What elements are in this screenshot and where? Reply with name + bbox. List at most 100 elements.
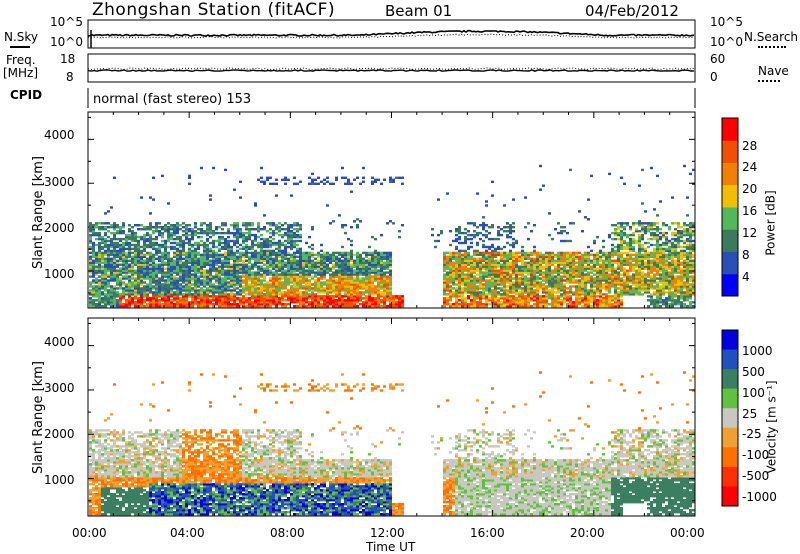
power-cell <box>272 289 275 292</box>
power-cell <box>467 251 470 255</box>
power-cell <box>314 182 317 185</box>
power-cell <box>125 299 128 302</box>
power-cell <box>161 251 164 255</box>
power-cell <box>158 251 161 255</box>
power-cell <box>206 233 209 237</box>
power-cell <box>101 245 104 249</box>
power-cell <box>242 269 245 272</box>
power-cell <box>260 287 263 290</box>
power-cell <box>113 267 116 270</box>
power-cell <box>590 253 593 257</box>
power-cell <box>353 269 356 272</box>
power-cell <box>125 273 128 276</box>
xlabel: Time UT <box>366 540 416 554</box>
power-cell <box>116 303 119 306</box>
power-cell <box>206 299 209 302</box>
power-cell <box>197 275 200 278</box>
power-cell <box>182 230 185 233</box>
power-cell <box>236 224 239 227</box>
power-cell <box>275 255 278 258</box>
power-cell <box>200 269 203 272</box>
power-cell <box>101 297 104 300</box>
power-cell <box>332 251 335 255</box>
power-cell <box>281 255 284 258</box>
velocity-ytick-1000: 1000 <box>44 473 75 487</box>
power-cell <box>128 285 131 288</box>
vel-cb-1000: 1000 <box>742 344 773 358</box>
power-cell <box>131 257 134 260</box>
power-cell <box>290 275 293 278</box>
power-cell <box>134 277 137 280</box>
power-cell <box>242 224 245 227</box>
power-cell <box>269 239 272 243</box>
power-cell <box>305 241 308 245</box>
power-cb-8: 8 <box>742 248 750 262</box>
power-cell <box>224 283 227 286</box>
power-cell <box>455 287 458 290</box>
power-cell <box>194 279 197 282</box>
power-cell <box>224 168 227 172</box>
power-cell <box>254 237 257 241</box>
power-cell <box>167 269 170 272</box>
power-cell <box>203 230 206 233</box>
power-cell <box>185 281 188 284</box>
power-cell <box>173 291 176 294</box>
power-cell <box>179 305 182 308</box>
power-cell <box>314 261 317 264</box>
power-cell <box>587 198 590 201</box>
power-cell <box>272 275 275 278</box>
power-cell <box>176 241 179 245</box>
xtick-2000: 20:00 <box>570 526 605 540</box>
power-cell <box>185 265 188 268</box>
power-cell <box>209 261 212 264</box>
power-cell <box>266 253 269 257</box>
power-cell <box>386 251 389 255</box>
power-cell <box>593 273 596 276</box>
power-cell <box>227 277 230 280</box>
power-cell <box>386 275 389 278</box>
power-cell <box>344 182 347 185</box>
power-cell <box>149 251 152 255</box>
power-cell <box>122 265 125 268</box>
power-cell <box>179 235 182 239</box>
power-cell <box>119 283 122 286</box>
power-cell <box>287 269 290 272</box>
power-cell <box>218 241 221 245</box>
power-cell <box>263 214 266 217</box>
power-cell <box>95 251 98 255</box>
power-cell <box>188 271 191 274</box>
power-cell <box>113 235 116 239</box>
power-cell <box>320 253 323 257</box>
power-cell <box>92 224 95 227</box>
power-cell <box>326 251 329 255</box>
power-cell <box>116 275 119 278</box>
power-cell <box>245 269 248 272</box>
power-cell <box>224 241 227 245</box>
power-cell <box>167 230 170 233</box>
power-cell <box>218 267 221 270</box>
power-cell <box>209 275 212 278</box>
power-cell <box>113 279 116 282</box>
power-cell <box>113 257 116 260</box>
power-cell <box>260 269 263 272</box>
power-cell <box>287 251 290 255</box>
power-cell <box>128 251 131 255</box>
power-cell <box>512 230 515 233</box>
power-cell <box>128 265 131 268</box>
power-cell <box>446 293 449 296</box>
power-cell <box>98 283 101 286</box>
power-cell <box>200 243 203 247</box>
power-cell <box>284 269 287 272</box>
power-cell <box>119 253 122 257</box>
power-cell <box>188 277 191 280</box>
power-cell <box>239 265 242 268</box>
power-cell <box>188 251 191 255</box>
power-cell <box>149 235 152 239</box>
power-cell <box>497 269 500 272</box>
power-cell <box>278 233 281 237</box>
power-cell <box>248 305 251 308</box>
power-cell <box>503 251 506 255</box>
power-cell <box>347 178 350 181</box>
power-cell <box>497 251 500 255</box>
power-cell <box>113 176 116 179</box>
